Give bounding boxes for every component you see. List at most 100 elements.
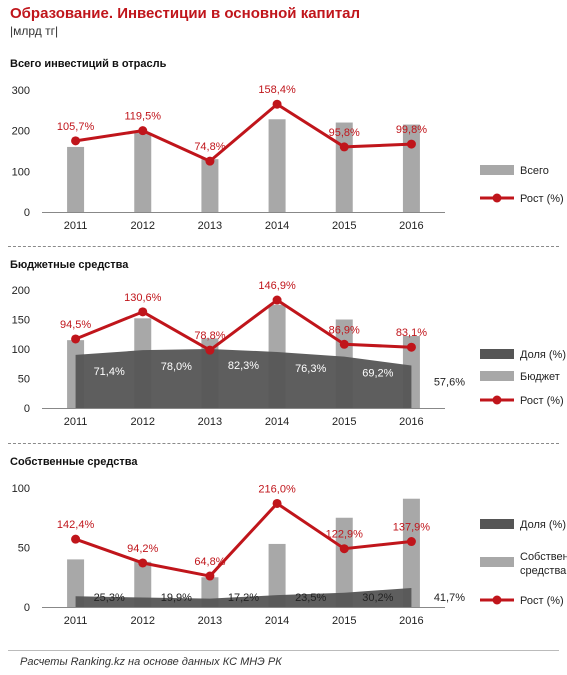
share-label: 82,3%: [228, 360, 259, 372]
chart-budget-funds: 0 50 100 150 200 71,4% 78,0% 82,3% 76,3% 69,2% 57,…: [12, 280, 566, 428]
x-tick-label: 2016: [399, 416, 423, 428]
y-tick-label: 0: [24, 403, 30, 415]
legend-label: Собственные: [520, 551, 567, 563]
growth-line: [75, 501, 412, 578]
share-label: 41,7%: [434, 592, 465, 604]
y-tick-label: 150: [12, 315, 30, 327]
x-tick-label: 2014: [265, 416, 289, 428]
bar: [268, 543, 286, 607]
x-tick-label: 2013: [198, 220, 222, 232]
x-tick-label: 2014: [265, 615, 289, 627]
growth-line: [75, 102, 412, 163]
growth-label: 95,8%: [329, 127, 360, 139]
growth-label: 158,4%: [258, 84, 296, 96]
share-label: 78,0%: [161, 361, 192, 373]
growth-label: 94,5%: [60, 319, 91, 331]
chart-3-title: Собственные средства: [10, 456, 138, 468]
source-divider: [8, 650, 559, 651]
growth-label: 86,9%: [329, 324, 360, 336]
x-tick-label: 2012: [131, 615, 155, 627]
growth-label: 130,6%: [124, 292, 162, 304]
share-label: 30,2%: [362, 592, 393, 604]
chart-2-title: Бюджетные средства: [10, 259, 129, 271]
x-tick-label: 2014: [265, 220, 289, 232]
y-tick-label: 100: [12, 344, 30, 356]
bar: [134, 561, 152, 607]
chart-total-investment: 0 100 200 300 2011 2012 2013 2014 2015 2016 105,7%…: [12, 84, 564, 232]
legend-label: Доля (%): [520, 349, 566, 361]
growth-label: 64,8%: [194, 556, 225, 568]
share-label: 69,2%: [362, 368, 393, 380]
share-label: 17,2%: [228, 592, 259, 604]
y-tick-label: 50: [18, 543, 30, 555]
growth-line: [75, 298, 412, 352]
growth-point: [71, 534, 81, 544]
growth-label: 142,4%: [57, 519, 95, 531]
legend-label: средства: [520, 565, 567, 577]
legend-line-marker: [492, 395, 502, 405]
bar: [67, 559, 85, 607]
growth-point: [272, 295, 282, 305]
y-tick-label: 300: [12, 85, 30, 97]
chart-1-title: Всего инвестиций в отрасль: [10, 58, 167, 70]
y-tick-label: 50: [18, 374, 30, 386]
growth-label: 78,8%: [194, 330, 225, 342]
section-divider: [8, 246, 559, 247]
y-tick-label: 100: [12, 483, 30, 495]
x-tick-label: 2013: [198, 416, 222, 428]
y-tick-label: 100: [12, 166, 30, 178]
growth-point: [406, 537, 416, 547]
legend-swatch: [480, 349, 514, 359]
growth-label: 83,1%: [396, 327, 427, 339]
x-tick-label: 2011: [64, 416, 88, 428]
growth-point: [272, 498, 282, 508]
growth-point: [138, 307, 148, 317]
x-tick-label: 2016: [399, 615, 423, 627]
x-tick-label: 2015: [332, 615, 356, 627]
x-tick-label: 2011: [64, 220, 88, 232]
legend-label: Доля (%): [520, 519, 566, 531]
share-area: [75, 587, 412, 607]
growth-point: [339, 339, 349, 349]
growth-point: [272, 99, 282, 109]
x-tick-label: 2012: [131, 220, 155, 232]
growth-point: [339, 544, 349, 554]
legend-label: Рост (%): [520, 193, 564, 205]
growth-label: 119,5%: [125, 111, 162, 123]
share-label: 19,9%: [161, 592, 192, 604]
legend-label: Рост (%): [520, 395, 564, 407]
x-tick-label: 2015: [332, 416, 356, 428]
legend-label: Рост (%): [520, 595, 564, 607]
share-label: 71,4%: [94, 366, 125, 378]
growth-label: 105,7%: [57, 121, 95, 133]
legend-swatch: [480, 519, 514, 529]
x-tick-label: 2016: [399, 220, 423, 232]
chart-own-funds: 0 50 100 25,3% 19,9% 17,2% 23,5% 30,2% 41,7% 2011…: [12, 483, 567, 627]
bar: [402, 498, 420, 607]
y-tick-label: 200: [12, 126, 30, 138]
legend-line-marker: [492, 595, 502, 605]
legend-line-marker: [492, 193, 502, 203]
growth-point: [205, 571, 215, 581]
growth-label: 99,8%: [396, 124, 427, 136]
unit-label: |млрд тг|: [10, 24, 59, 38]
legend-label: Всего: [520, 165, 549, 177]
growth-point: [406, 342, 416, 352]
bar: [268, 119, 286, 212]
x-tick-label: 2015: [332, 220, 356, 232]
growth-point: [71, 334, 81, 344]
share-label: 57,6%: [434, 377, 465, 389]
growth-point: [205, 156, 215, 166]
share-label: 76,3%: [295, 363, 326, 375]
x-tick-label: 2012: [131, 416, 155, 428]
legend-label: Бюджет: [520, 371, 560, 383]
page-title: Образование. Инвестиции в основной капит…: [10, 5, 361, 22]
growth-point: [138, 558, 148, 568]
share-area: [75, 349, 412, 408]
growth-point: [339, 142, 349, 152]
growth-point: [406, 139, 416, 149]
growth-label: 137,9%: [393, 522, 431, 534]
bar: [201, 159, 219, 212]
y-tick-label: 0: [24, 207, 30, 219]
bar: [402, 124, 420, 212]
